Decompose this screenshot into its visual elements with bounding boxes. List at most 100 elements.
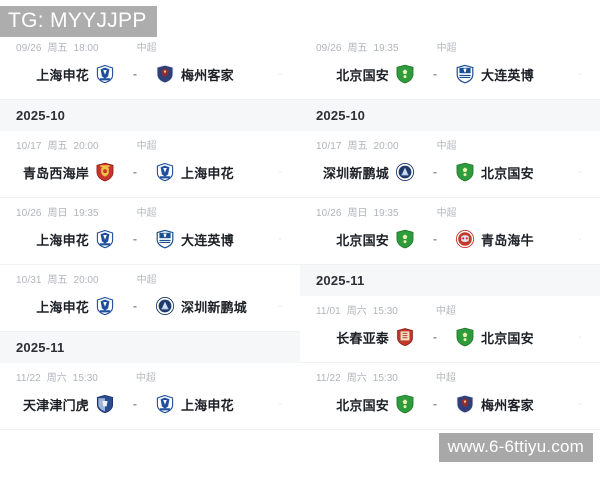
home-team-name: 上海申花: [36, 299, 89, 315]
home-team[interactable]: 上海申花: [0, 64, 115, 84]
tag-overlay-label: TG: MYYJJPP: [0, 6, 157, 37]
away-team[interactable]: 大连英博: [455, 64, 570, 84]
match-fixture: 天津津门虎 - 上海申花 -: [0, 388, 300, 420]
month-header-label: 2025-10: [0, 100, 300, 131]
match-weekday: 周六: [346, 305, 367, 317]
match-date: 09/26: [316, 42, 342, 54]
home-team-name: 长春亚泰: [336, 330, 389, 346]
match-row[interactable]: 10/31 周五 20:00 中超上海申花 - 深圳新鹏城 -: [0, 265, 300, 332]
match-row[interactable]: 10/17 周五 20:00 中超青岛西海岸 - 上海申花 -: [0, 131, 300, 198]
match-trailing-marker: -: [578, 331, 582, 343]
home-team-name: 北京国安: [336, 232, 389, 248]
month-header-label: 2025-10: [300, 100, 600, 131]
home-team-name: 青岛西海岸: [22, 165, 89, 181]
home-team[interactable]: 深圳新鹏城: [300, 162, 415, 182]
meizhou-crest: [155, 64, 175, 84]
match-league: 中超: [135, 372, 156, 384]
match-fixture: 北京国安 - 大连英博 -: [300, 58, 600, 90]
match-fixture: 上海申花 - 大连英博 -: [0, 223, 300, 255]
match-date: 11/22: [16, 372, 41, 384]
away-team-name: 梅州客家: [181, 67, 234, 83]
match-row[interactable]: 10/26 周日 19:35 中超 上海申花 - 大连英博 -: [0, 198, 300, 265]
away-team[interactable]: 深圳新鹏城: [155, 296, 270, 316]
match-league: 中超: [136, 140, 157, 152]
guoan-crest: [455, 162, 475, 182]
match-score: -: [133, 397, 137, 411]
away-team[interactable]: 梅州客家: [455, 394, 570, 414]
away-team[interactable]: 北京国安: [455, 162, 570, 182]
match-trailing-marker: -: [278, 166, 282, 178]
match-league: 中超: [136, 274, 157, 286]
match-meta: 10/17 周五 20:00 中超: [0, 138, 300, 154]
match-row[interactable]: 09/26 周五 19:35 中超 北京国安 - 大连英博 -: [300, 33, 600, 100]
match-fixture: 北京国安 - 梅州客家 -: [300, 388, 600, 420]
match-weekday: 周五: [47, 140, 68, 152]
home-team[interactable]: 天津津门虎: [0, 394, 115, 414]
match-row[interactable]: 11/22 周六 15:30 中超 北京国安 - 梅州客家 -: [300, 363, 600, 430]
match-trailing-marker: -: [278, 300, 282, 312]
match-score: -: [433, 165, 437, 179]
away-team[interactable]: 梅州客家: [155, 64, 270, 84]
home-team[interactable]: 长春亚泰: [300, 327, 415, 347]
shenhua-crest: [155, 162, 175, 182]
match-league: 中超: [436, 42, 457, 54]
match-date: 10/31: [16, 274, 42, 286]
match-weekday: 周五: [347, 140, 368, 152]
home-team-name: 北京国安: [336, 397, 389, 413]
match-trailing-marker: -: [278, 233, 282, 245]
match-meta: 11/22 周六 15:30 中超: [300, 370, 600, 386]
shenhua-crest: [95, 296, 115, 316]
away-team[interactable]: 上海申花: [155, 162, 270, 182]
match-meta: 10/26 周日 19:35 中超: [300, 205, 600, 221]
match-score: -: [433, 330, 437, 344]
home-team[interactable]: 北京国安: [300, 64, 415, 84]
match-score: -: [433, 397, 437, 411]
match-time: 20:00: [73, 140, 99, 152]
match-meta: 11/22 周六 15:30 中超: [0, 370, 300, 386]
match-meta: 10/31 周五 20:00 中超: [0, 272, 300, 288]
site-watermark: www.6-6ttiyu.com: [438, 433, 593, 462]
away-team-name: 大连英博: [481, 67, 534, 83]
dalian-crest: [455, 64, 475, 84]
match-time: 19:35: [373, 207, 399, 219]
match-row[interactable]: 11/01 周六 15:30 中超 长春亚泰 - 北京国安 -: [300, 296, 600, 363]
match-row[interactable]: 10/26 周日 19:35 中超 北京国安 - 青岛海牛 -: [300, 198, 600, 265]
match-weekday: 周五: [347, 42, 368, 54]
match-time: 15:30: [72, 372, 98, 384]
match-score: -: [433, 67, 437, 81]
shenhua-crest: [155, 394, 175, 414]
guoan-crest: [395, 394, 415, 414]
month-header-label: 2025-11: [300, 265, 600, 296]
match-trailing-marker: -: [578, 68, 582, 80]
match-meta: 09/26 周五 18:00 中超: [0, 40, 300, 56]
away-team[interactable]: 上海申花: [155, 394, 270, 414]
home-team[interactable]: 青岛西海岸: [0, 162, 115, 182]
match-score: -: [133, 232, 137, 246]
match-row[interactable]: 09/26 周五 18:00 中超 上海申花 - 梅州客家 -: [0, 33, 300, 100]
match-row[interactable]: 10/17 周五 20:00 中超 深圳新鹏城 - 北京国安 -: [300, 131, 600, 198]
home-team[interactable]: 上海申花: [0, 296, 115, 316]
match-row[interactable]: 11/22 周六 15:30 中超 天津津门虎 - 上海申花 -: [0, 363, 300, 430]
match-date: 10/17: [16, 140, 42, 152]
match-weekday: 周日: [47, 207, 68, 219]
match-trailing-marker: -: [578, 233, 582, 245]
match-date: 10/26: [316, 207, 342, 219]
away-team[interactable]: 大连英博: [155, 229, 270, 249]
match-trailing-marker: -: [578, 398, 582, 410]
left-column: 09/26 周五 18:00 中超上海申花 - 梅州客家 - 2025-10 10/17 周五…: [0, 33, 300, 430]
match-league: 中超: [436, 207, 457, 219]
match-score: -: [433, 232, 437, 246]
away-team[interactable]: 青岛海牛: [455, 229, 570, 249]
home-team-name: 北京国安: [336, 67, 389, 83]
match-meta: 11/01 周六 15:30 中超: [300, 303, 600, 319]
home-team[interactable]: 北京国安: [300, 229, 415, 249]
home-team-name: 天津津门虎: [22, 397, 89, 413]
match-time: 19:35: [73, 207, 99, 219]
match-fixture: 青岛西海岸 - 上海申花 -: [0, 156, 300, 188]
home-team[interactable]: 北京国安: [300, 394, 415, 414]
match-fixture: 上海申花 - 深圳新鹏城 -: [0, 290, 300, 322]
home-team[interactable]: 上海申花: [0, 229, 115, 249]
match-league: 中超: [136, 207, 157, 219]
away-team[interactable]: 北京国安: [455, 327, 570, 347]
